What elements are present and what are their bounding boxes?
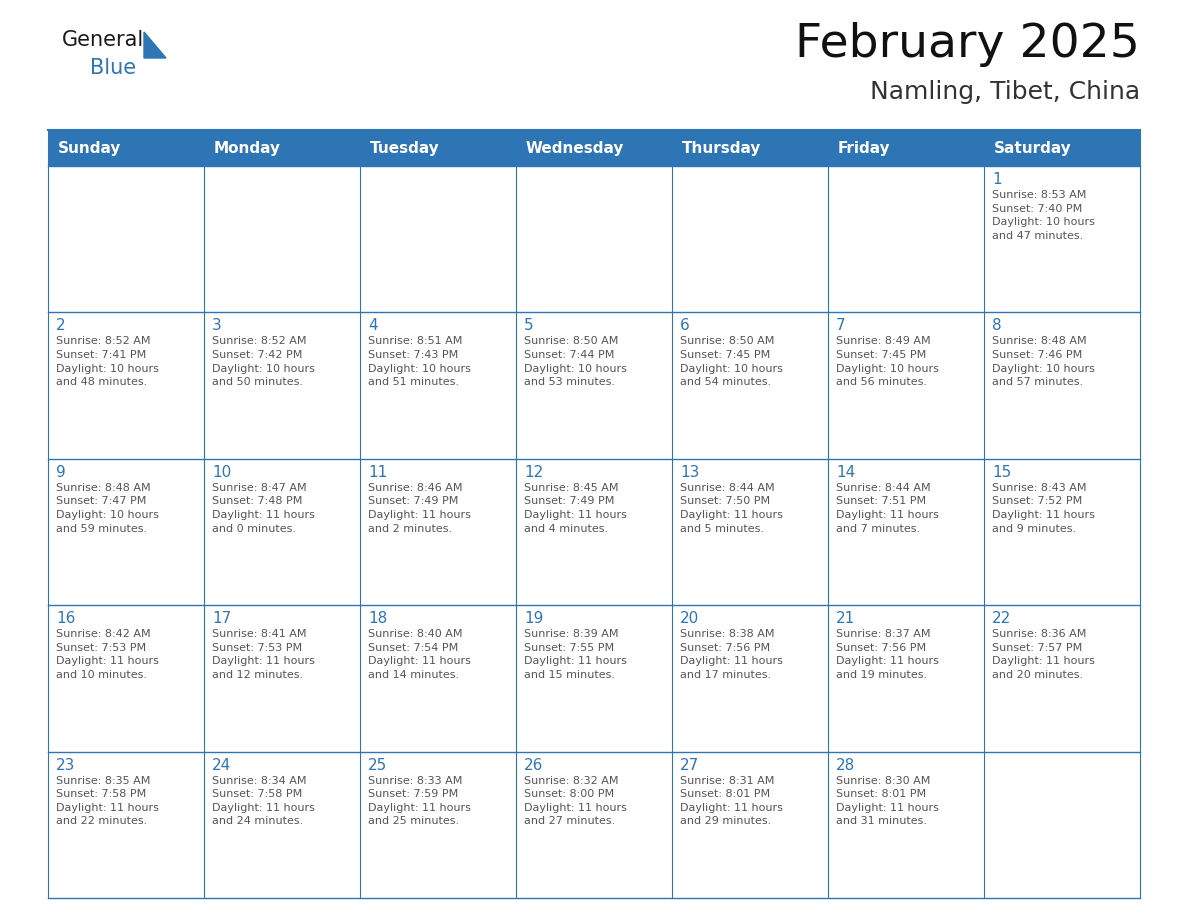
Text: 25: 25 (368, 757, 387, 773)
Text: Blue: Blue (90, 58, 137, 78)
Text: Sunrise: 8:50 AM
Sunset: 7:44 PM
Daylight: 10 hours
and 53 minutes.: Sunrise: 8:50 AM Sunset: 7:44 PM Dayligh… (524, 336, 627, 387)
Text: Sunrise: 8:32 AM
Sunset: 8:00 PM
Daylight: 11 hours
and 27 minutes.: Sunrise: 8:32 AM Sunset: 8:00 PM Dayligh… (524, 776, 627, 826)
Text: Sunrise: 8:40 AM
Sunset: 7:54 PM
Daylight: 11 hours
and 14 minutes.: Sunrise: 8:40 AM Sunset: 7:54 PM Dayligh… (368, 629, 470, 680)
Text: Tuesday: Tuesday (369, 140, 440, 155)
Text: Sunrise: 8:44 AM
Sunset: 7:50 PM
Daylight: 11 hours
and 5 minutes.: Sunrise: 8:44 AM Sunset: 7:50 PM Dayligh… (680, 483, 783, 533)
Text: 12: 12 (524, 465, 543, 480)
Text: Sunrise: 8:48 AM
Sunset: 7:46 PM
Daylight: 10 hours
and 57 minutes.: Sunrise: 8:48 AM Sunset: 7:46 PM Dayligh… (992, 336, 1095, 387)
Text: Sunrise: 8:45 AM
Sunset: 7:49 PM
Daylight: 11 hours
and 4 minutes.: Sunrise: 8:45 AM Sunset: 7:49 PM Dayligh… (524, 483, 627, 533)
Text: 19: 19 (524, 611, 543, 626)
Text: 27: 27 (680, 757, 700, 773)
Text: 9: 9 (56, 465, 65, 480)
Text: Sunrise: 8:46 AM
Sunset: 7:49 PM
Daylight: 11 hours
and 2 minutes.: Sunrise: 8:46 AM Sunset: 7:49 PM Dayligh… (368, 483, 470, 533)
Text: 10: 10 (211, 465, 232, 480)
Text: Wednesday: Wednesday (526, 140, 625, 155)
Text: Sunrise: 8:37 AM
Sunset: 7:56 PM
Daylight: 11 hours
and 19 minutes.: Sunrise: 8:37 AM Sunset: 7:56 PM Dayligh… (836, 629, 939, 680)
Text: Sunrise: 8:47 AM
Sunset: 7:48 PM
Daylight: 11 hours
and 0 minutes.: Sunrise: 8:47 AM Sunset: 7:48 PM Dayligh… (211, 483, 315, 533)
Text: 16: 16 (56, 611, 75, 626)
Text: 18: 18 (368, 611, 387, 626)
Text: Sunrise: 8:50 AM
Sunset: 7:45 PM
Daylight: 10 hours
and 54 minutes.: Sunrise: 8:50 AM Sunset: 7:45 PM Dayligh… (680, 336, 783, 387)
Text: 5: 5 (524, 319, 533, 333)
Text: General: General (62, 30, 144, 50)
Text: Sunrise: 8:52 AM
Sunset: 7:41 PM
Daylight: 10 hours
and 48 minutes.: Sunrise: 8:52 AM Sunset: 7:41 PM Dayligh… (56, 336, 159, 387)
Text: Monday: Monday (214, 140, 282, 155)
Text: Saturday: Saturday (994, 140, 1072, 155)
Text: Sunrise: 8:51 AM
Sunset: 7:43 PM
Daylight: 10 hours
and 51 minutes.: Sunrise: 8:51 AM Sunset: 7:43 PM Dayligh… (368, 336, 470, 387)
Text: 13: 13 (680, 465, 700, 480)
Text: Sunrise: 8:49 AM
Sunset: 7:45 PM
Daylight: 10 hours
and 56 minutes.: Sunrise: 8:49 AM Sunset: 7:45 PM Dayligh… (836, 336, 939, 387)
Text: Sunrise: 8:43 AM
Sunset: 7:52 PM
Daylight: 11 hours
and 9 minutes.: Sunrise: 8:43 AM Sunset: 7:52 PM Dayligh… (992, 483, 1095, 533)
Text: 3: 3 (211, 319, 222, 333)
Text: Sunday: Sunday (58, 140, 121, 155)
Text: Sunrise: 8:53 AM
Sunset: 7:40 PM
Daylight: 10 hours
and 47 minutes.: Sunrise: 8:53 AM Sunset: 7:40 PM Dayligh… (992, 190, 1095, 241)
Text: Thursday: Thursday (682, 140, 762, 155)
Text: Sunrise: 8:41 AM
Sunset: 7:53 PM
Daylight: 11 hours
and 12 minutes.: Sunrise: 8:41 AM Sunset: 7:53 PM Dayligh… (211, 629, 315, 680)
Text: Friday: Friday (838, 140, 891, 155)
Text: Sunrise: 8:35 AM
Sunset: 7:58 PM
Daylight: 11 hours
and 22 minutes.: Sunrise: 8:35 AM Sunset: 7:58 PM Dayligh… (56, 776, 159, 826)
Text: 4: 4 (368, 319, 378, 333)
Text: Namling, Tibet, China: Namling, Tibet, China (870, 80, 1140, 104)
Polygon shape (144, 32, 166, 58)
Text: 20: 20 (680, 611, 700, 626)
Text: 24: 24 (211, 757, 232, 773)
Text: 15: 15 (992, 465, 1011, 480)
Text: 7: 7 (836, 319, 846, 333)
Text: 28: 28 (836, 757, 855, 773)
Text: 21: 21 (836, 611, 855, 626)
Text: 23: 23 (56, 757, 75, 773)
Text: Sunrise: 8:38 AM
Sunset: 7:56 PM
Daylight: 11 hours
and 17 minutes.: Sunrise: 8:38 AM Sunset: 7:56 PM Dayligh… (680, 629, 783, 680)
Text: 8: 8 (992, 319, 1001, 333)
Text: 1: 1 (992, 172, 1001, 187)
Text: 22: 22 (992, 611, 1011, 626)
Text: Sunrise: 8:52 AM
Sunset: 7:42 PM
Daylight: 10 hours
and 50 minutes.: Sunrise: 8:52 AM Sunset: 7:42 PM Dayligh… (211, 336, 315, 387)
Text: Sunrise: 8:42 AM
Sunset: 7:53 PM
Daylight: 11 hours
and 10 minutes.: Sunrise: 8:42 AM Sunset: 7:53 PM Dayligh… (56, 629, 159, 680)
Text: Sunrise: 8:36 AM
Sunset: 7:57 PM
Daylight: 11 hours
and 20 minutes.: Sunrise: 8:36 AM Sunset: 7:57 PM Dayligh… (992, 629, 1095, 680)
Bar (48, 130, 1140, 166)
Text: 26: 26 (524, 757, 543, 773)
Text: Sunrise: 8:31 AM
Sunset: 8:01 PM
Daylight: 11 hours
and 29 minutes.: Sunrise: 8:31 AM Sunset: 8:01 PM Dayligh… (680, 776, 783, 826)
Text: Sunrise: 8:33 AM
Sunset: 7:59 PM
Daylight: 11 hours
and 25 minutes.: Sunrise: 8:33 AM Sunset: 7:59 PM Dayligh… (368, 776, 470, 826)
Text: Sunrise: 8:48 AM
Sunset: 7:47 PM
Daylight: 10 hours
and 59 minutes.: Sunrise: 8:48 AM Sunset: 7:47 PM Dayligh… (56, 483, 159, 533)
Text: Sunrise: 8:44 AM
Sunset: 7:51 PM
Daylight: 11 hours
and 7 minutes.: Sunrise: 8:44 AM Sunset: 7:51 PM Dayligh… (836, 483, 939, 533)
Text: Sunrise: 8:39 AM
Sunset: 7:55 PM
Daylight: 11 hours
and 15 minutes.: Sunrise: 8:39 AM Sunset: 7:55 PM Dayligh… (524, 629, 627, 680)
Text: February 2025: February 2025 (795, 22, 1140, 67)
Text: 11: 11 (368, 465, 387, 480)
Text: 6: 6 (680, 319, 690, 333)
Text: 14: 14 (836, 465, 855, 480)
Text: Sunrise: 8:34 AM
Sunset: 7:58 PM
Daylight: 11 hours
and 24 minutes.: Sunrise: 8:34 AM Sunset: 7:58 PM Dayligh… (211, 776, 315, 826)
Text: 17: 17 (211, 611, 232, 626)
Text: 2: 2 (56, 319, 65, 333)
Text: Sunrise: 8:30 AM
Sunset: 8:01 PM
Daylight: 11 hours
and 31 minutes.: Sunrise: 8:30 AM Sunset: 8:01 PM Dayligh… (836, 776, 939, 826)
